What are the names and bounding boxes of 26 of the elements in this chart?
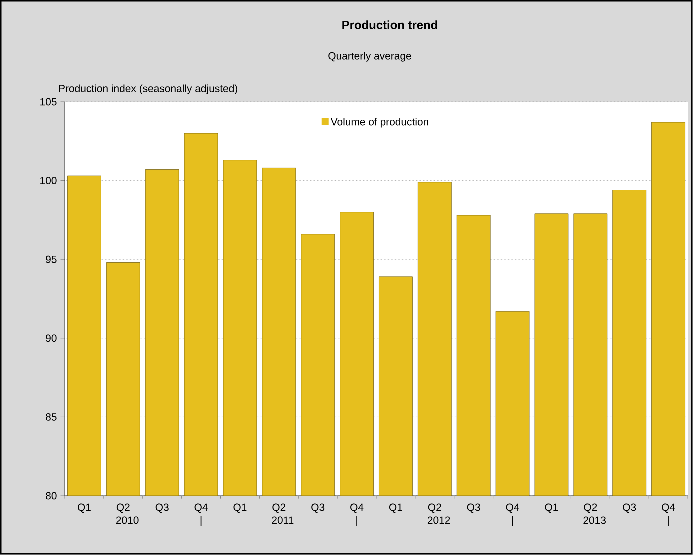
x-tick-label: Q2 2011 <box>272 504 294 524</box>
x-tick-label: Q1 <box>234 504 247 514</box>
chart-subtitle: Quarterly average <box>328 52 412 62</box>
x-tick-label: Q4 | <box>194 504 208 526</box>
x-tick-label: Q4 | <box>506 504 520 526</box>
chart-title: Production trend <box>342 20 438 30</box>
x-tick-label: Q3 <box>156 504 169 514</box>
legend-label: Volume of production <box>330 118 428 128</box>
y-tick-label: 100 <box>40 177 57 185</box>
x-tick-label: Q3 <box>623 504 636 514</box>
x-tick-label: Q1 <box>545 504 558 514</box>
x-tick-label: Q2 2012 <box>428 504 450 524</box>
x-tick-label: Q4 | <box>350 504 364 526</box>
y-tick-label: 80 <box>46 492 57 500</box>
x-tick-label: Q1 <box>78 504 91 514</box>
y-tick-label: 105 <box>40 98 57 106</box>
y-tick-label: 90 <box>46 334 57 342</box>
y-tick-label: 95 <box>46 256 57 264</box>
y-tick-label: 85 <box>46 414 57 421</box>
x-tick-label: Q2 2010 <box>116 504 139 524</box>
y-axis-title: Production index (seasonally adjusted) <box>59 84 238 94</box>
x-tick-label: Q2 2013 <box>584 504 606 524</box>
x-tick-label: Q3 <box>312 504 325 514</box>
x-tick-label: Q1 <box>389 504 402 514</box>
x-tick-label: Q4 | <box>662 504 676 526</box>
x-tick-label: Q3 <box>467 504 480 514</box>
